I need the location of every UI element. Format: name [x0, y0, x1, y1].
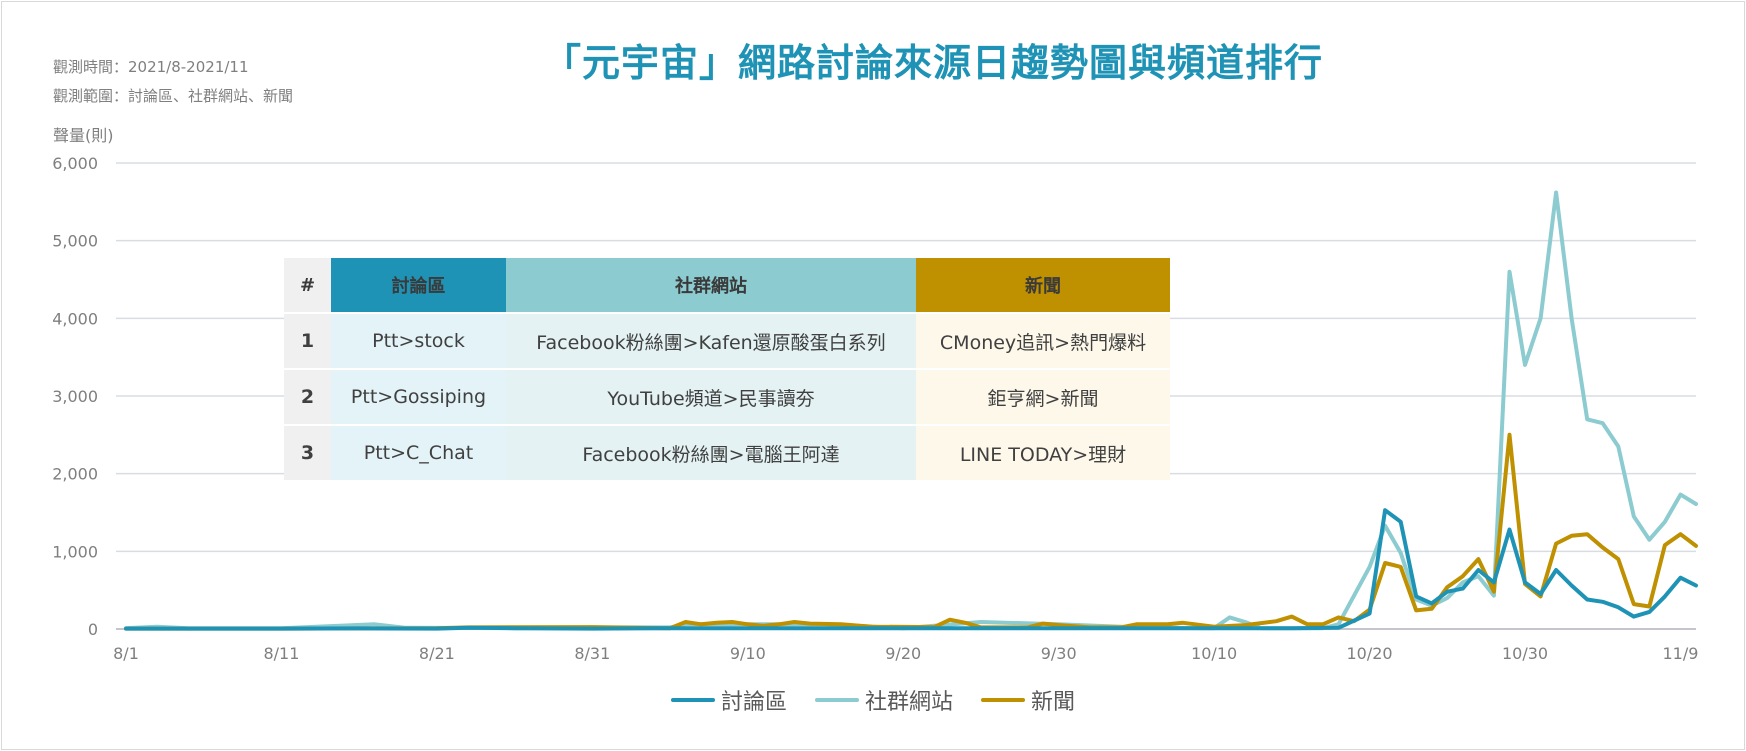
x-tick-label: 9/30 [1041, 644, 1077, 663]
rank-number: 1 [284, 312, 331, 369]
observation-period: 觀測時間：2021/8-2021/11 [53, 58, 249, 76]
y-tick-label: 1,000 [52, 542, 98, 561]
x-tick-label: 8/21 [419, 644, 455, 663]
legend-label-news: 新聞 [1031, 690, 1076, 715]
ranking-header-row: # 討論區 社群網站 新聞 [284, 258, 1170, 313]
forum-channel: Ptt>Gossiping [331, 368, 506, 425]
x-tick-label: 8/11 [263, 644, 299, 663]
x-tick-label: 9/20 [885, 644, 921, 663]
ranking-row: 3 Ptt>C_Chat Facebook粉絲團>電腦王阿達 LINE TODA… [284, 424, 1170, 480]
news-channel: LINE TODAY>理財 [916, 424, 1170, 480]
y-tick-label: 5,000 [52, 232, 98, 251]
series-lines [124, 190, 1698, 631]
legend-label-social: 社群網站 [864, 690, 953, 715]
forum-channel: Ptt>C_Chat [331, 424, 506, 480]
x-tick-label: 10/10 [1191, 644, 1237, 663]
y-tick-label: 0 [88, 620, 98, 639]
y-tick-label: 2,000 [52, 465, 98, 484]
y-axis-ticks: 6,000 5,000 4,000 3,000 2,000 1,000 0 [52, 154, 98, 639]
rank-number: 2 [284, 368, 331, 425]
y-tick-label: 6,000 [52, 154, 98, 173]
rank-number: 3 [284, 424, 331, 480]
series-line-forum [124, 508, 1698, 631]
forum-channel: Ptt>stock [331, 312, 506, 369]
header-news: 新聞 [916, 258, 1170, 313]
chart-legend: 討論區 社群網站 新聞 [2, 684, 1744, 716]
y-tick-label: 4,000 [52, 309, 98, 328]
x-tick-label: 8/1 [113, 644, 139, 663]
x-axis-ticks: 8/1 8/11 8/21 8/31 9/10 9/20 9/30 10/10 10/20 10/… [113, 644, 1698, 663]
legend-item-forum[interactable]: 討論區 [670, 684, 787, 716]
legend-swatch-social [814, 698, 859, 702]
header-social: 社群網站 [506, 258, 916, 313]
legend-swatch-forum [670, 698, 715, 702]
news-channel: 鉅亨網>新聞 [916, 368, 1170, 425]
ranking-row: 1 Ptt>stock Facebook粉絲團>Kafen還原酸蛋白系列 CMo… [284, 312, 1170, 369]
y-axis-label: 聲量(則) [53, 126, 114, 145]
x-tick-label: 8/31 [574, 644, 610, 663]
news-channel: CMoney追訊>熱門爆料 [916, 312, 1170, 369]
x-tick-label: 9/10 [730, 644, 766, 663]
chart-title: 「元宇宙」網路討論來源日趨勢圖與頻道排行 [542, 41, 1323, 85]
legend-item-news[interactable]: 新聞 [981, 684, 1075, 716]
legend-label-forum: 討論區 [720, 690, 787, 715]
social-channel: YouTube頻道>民事讀夯 [506, 368, 916, 425]
legend-item-social[interactable]: 社群網站 [814, 684, 953, 716]
channel-ranking-table: # 討論區 社群網站 新聞 1 Ptt>stock Facebook粉絲團>Ka… [284, 258, 1170, 480]
x-tick-label: 11/9 [1662, 644, 1698, 663]
social-channel: Facebook粉絲團>Kafen還原酸蛋白系列 [506, 312, 916, 369]
ranking-row: 2 Ptt>Gossiping YouTube頻道>民事讀夯 鉅亨網>新聞 [284, 368, 1170, 425]
header-rank: # [284, 258, 331, 313]
social-channel: Facebook粉絲團>電腦王阿達 [506, 424, 916, 480]
observation-scope: 觀測範圍：討論區、社群網站、新聞 [53, 87, 294, 105]
legend-swatch-news [981, 698, 1025, 702]
header-forum: 討論區 [331, 258, 506, 313]
x-tick-label: 10/30 [1502, 644, 1548, 663]
x-tick-label: 10/20 [1347, 644, 1393, 663]
y-tick-label: 3,000 [52, 387, 98, 406]
